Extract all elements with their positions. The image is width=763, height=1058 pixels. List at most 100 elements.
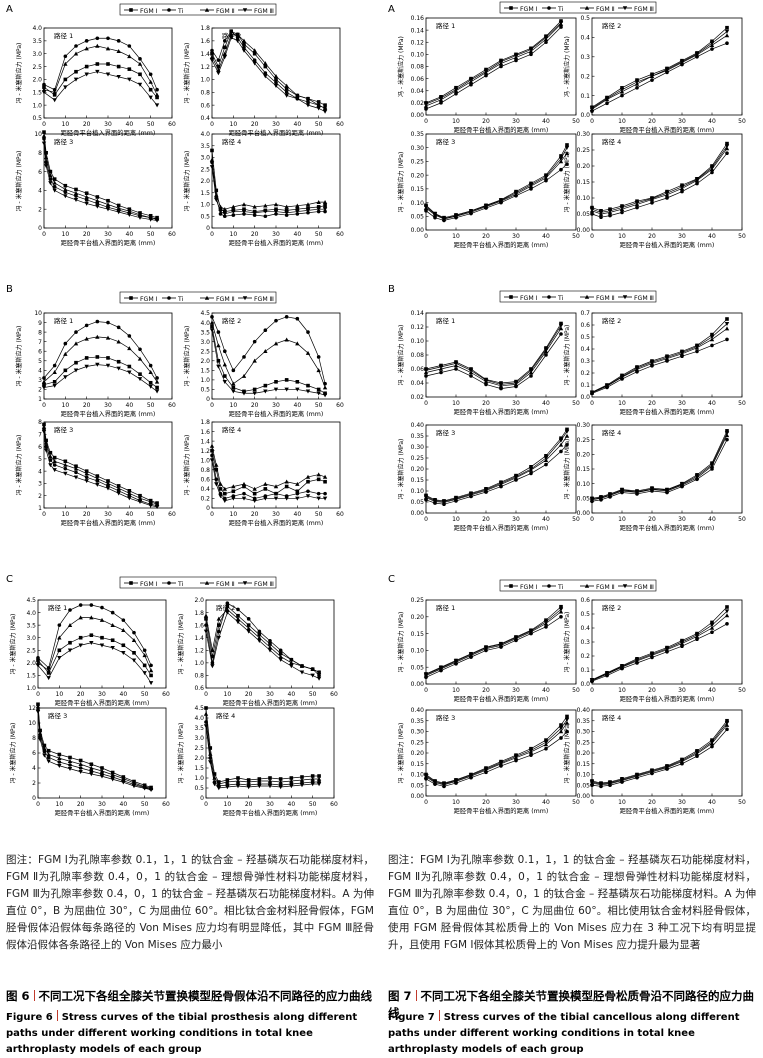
fig7-panel-letter-B: B — [388, 284, 395, 295]
fig6-title-zh: 不同工况下各组全膝关节置换模型胫骨假体沿不同路径的应力曲线 — [38, 989, 373, 1003]
chart-7C3-series-0-point-11 — [565, 714, 569, 719]
chart-7C4-series-3-point-4 — [634, 773, 640, 778]
chart-6A4-series-3-point-5 — [241, 209, 247, 214]
chart-6B2-series-2-point-6 — [263, 349, 268, 354]
chart-7B3-ylabel: 冯 - 米塞斯应力 (MPa) — [397, 439, 405, 500]
chart-6A2-series-3-point-4 — [235, 39, 240, 44]
chart-6A3-series-2-point-6 — [84, 194, 89, 199]
chart-6A4-series-2-point-1 — [214, 192, 219, 197]
chart-6C3-series-3-point-9 — [110, 777, 115, 782]
chart-6A1-ytick-label-7: 4.0 — [32, 25, 42, 32]
fig6-legend-B-marker-1 — [167, 296, 171, 300]
chart-7C1-series-0-point-9 — [559, 604, 563, 609]
chart-6B4-series-3-point-12 — [316, 496, 321, 501]
fig6-panel-letter-B: B — [6, 284, 13, 295]
chart-7B3-ytick-label-2: 0.10 — [411, 488, 425, 495]
chart-7C3-ytick-label-8: 0.40 — [411, 707, 425, 714]
chart-6C3-series-0-point-9 — [110, 770, 115, 775]
chart-6A2-series-0-line — [211, 30, 326, 106]
chart-6A4-series-0-point-3 — [223, 209, 227, 214]
chart-6A3-series-0-point-1 — [44, 151, 48, 155]
chart-7A2-series-3-point-4 — [649, 74, 655, 79]
chart-6B2-frame — [211, 312, 341, 400]
chart-6C1-series-1-point-5 — [89, 603, 94, 607]
chart-6C3-series-1-point-7 — [89, 769, 94, 773]
chart-6C4-series-3-point-5 — [235, 784, 241, 789]
chart-7A3-series-3-point-7 — [513, 191, 519, 196]
chart-6A3-series-2-point-0 — [41, 133, 47, 138]
chart-6C3-ytick-label-4: 8 — [32, 735, 36, 742]
chart-7B2-series-3-point-1 — [604, 383, 610, 388]
chart-6C3-series-3-point-0 — [35, 709, 41, 714]
chart-6C1-series-3-point-10 — [142, 671, 147, 676]
chart-7B1-xtick-label-4: 40 — [542, 400, 550, 407]
chart-7B3-series-3-point-3 — [453, 496, 459, 501]
chart-6B2-series-1-point-0 — [210, 315, 214, 319]
chart-6B3-series-2-point-7 — [95, 476, 100, 481]
chart-6C4-series-3-point-10 — [289, 784, 294, 789]
chart-6B1-ytick-label-4: 5 — [38, 358, 42, 365]
chart-6C3-xtick-label-6: 60 — [162, 801, 170, 808]
chart-7B3-xtick-label-4: 40 — [542, 516, 550, 523]
chart-6C2-ytick-label-2: 1.0 — [194, 660, 204, 667]
chart-6B1-series-2-point-0 — [41, 379, 47, 384]
chart-6C2-series-0-point-4 — [236, 613, 240, 618]
fig7-legend-C-marker-0 — [509, 584, 513, 588]
chart-7B1-series-3-point-4 — [483, 378, 489, 383]
chart-6A2-series-3-point-6 — [252, 61, 257, 66]
chart-7B4-frame — [591, 424, 743, 514]
chart-6B2-series-2-point-9 — [295, 341, 300, 346]
chart-6B2-series-0-point-3 — [231, 385, 236, 390]
chart-6B4-series-1-point-8 — [274, 491, 278, 496]
chart-7B4-ytick-label-6: 0.30 — [577, 422, 591, 429]
chart-7A4-series-1-point-9 — [710, 170, 714, 175]
chart-6B1-series-0-point-2 — [63, 368, 68, 373]
chart-7A3-xtick-label-2: 20 — [482, 233, 490, 240]
chart-6B4-xtick-label-6: 60 — [336, 511, 344, 518]
chart-6A3-series-3-point-2 — [48, 181, 53, 186]
chart-6A4-ytick-label-8: 4.0 — [200, 131, 210, 138]
chart-6B1-series-0-point-11 — [155, 385, 159, 390]
chart-6C3-series-0-point-8 — [100, 766, 104, 770]
chart-7B3-series-2-line — [425, 435, 568, 503]
chart-6A1-series-2-point-2 — [63, 61, 68, 66]
chart-6A2-series-1-point-1 — [216, 58, 221, 62]
chart-7C3-ytick-label-1: 0.05 — [411, 782, 425, 789]
fig6-legend-A-marker-1 — [167, 8, 171, 12]
fig6-legend-C-box — [119, 576, 277, 589]
chart-7A1-xlabel: 距胫骨平台植入界面的距离 (mm) — [454, 125, 549, 134]
fig7-legend-B-entry-0: FGM Ⅰ — [520, 295, 538, 302]
chart-6B2-series-1-point-3 — [231, 368, 236, 373]
chart-6A1-series-1-point-9 — [138, 57, 142, 61]
chart-7A3-ylabel: 冯 - 米塞斯应力 (MPa) — [397, 152, 405, 213]
chart-7A4-series-3-line — [591, 145, 728, 213]
chart-6A3-xtick-label-4: 40 — [126, 231, 134, 238]
chart-7B1-series-1-point-2 — [454, 367, 458, 371]
chart-6B4-series-3-point-9 — [284, 496, 289, 501]
chart-6B4-series-2-point-12 — [316, 472, 321, 477]
fig6-legend-B-entry-0: FGM Ⅰ — [140, 296, 158, 303]
chart-7A3-xtick-label-1: 10 — [452, 233, 460, 240]
chart-7B3-xtick-label-3: 30 — [512, 516, 520, 523]
chart-6C1-path-label: 路径 1 — [48, 603, 67, 612]
chart-6A4-series-1-point-13 — [323, 209, 327, 214]
chart-6C2-series-2-point-12 — [316, 670, 322, 675]
chart-6A2-ylabel: 冯 - 米塞斯应力 (MPa) — [183, 43, 191, 104]
chart-6B1-ytick-label-7: 8 — [38, 329, 42, 336]
chart-6C3-series-2-point-5 — [67, 759, 73, 764]
chart-6B1-series-1-point-0 — [42, 376, 46, 380]
chart-7B4-series-0-point-10 — [725, 429, 729, 433]
chart-6A1-ytick-label-2: 1.5 — [32, 89, 42, 96]
chart-7A1-series-1-point-6 — [514, 58, 518, 63]
chart-6B3-ytick-label-3: 4 — [38, 468, 42, 475]
chart-7B3-series-3-point-1 — [432, 498, 438, 503]
chart-7B4-path-label: 路径 4 — [602, 428, 621, 437]
chart-6A1-series-0-point-0 — [42, 85, 46, 89]
chart-6B1-series-3-point-5 — [95, 362, 100, 367]
chart-6A3-series-2-point-9 — [116, 206, 121, 211]
chart-6A3-series-3-point-3 — [52, 188, 57, 193]
chart-6B4-series-2-point-8 — [273, 484, 279, 489]
chart-7B3-series-3-point-9 — [543, 456, 549, 461]
chart-7C3-series-3-point-4 — [468, 773, 474, 778]
chart-6A2-xtick-label-1: 10 — [230, 121, 238, 128]
